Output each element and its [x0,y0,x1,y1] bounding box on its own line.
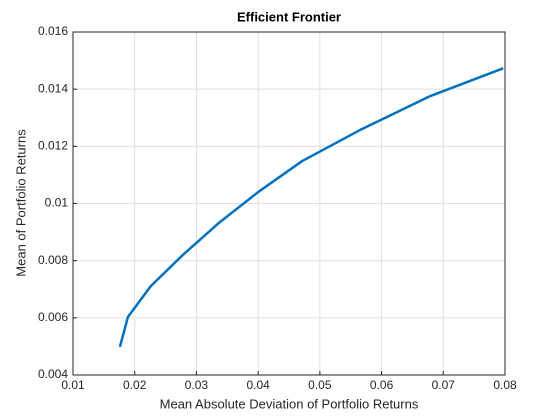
line [118,67,504,348]
y-tick-label: 0.006 [38,310,68,324]
x-tick-label: 0.05 [308,378,332,392]
y-axis-label: Mean of Portfolio Returns [13,129,28,277]
y-tick-label: 0.014 [38,81,68,95]
y-tick-label: 0.004 [38,367,68,381]
x-tick-label: 0.08 [493,378,517,392]
x-tick-label: 0.01 [61,378,85,392]
grid [72,31,506,376]
x-tick-label: 0.02 [123,378,147,392]
x-tick-label: 0.04 [246,378,270,392]
x-tick-label: 0.07 [432,378,456,392]
y-tick-label: 0.012 [38,139,68,153]
x-axis-label: Mean Absolute Deviation of Portfolio Ret… [160,396,419,411]
x-tick-label: 0.03 [185,378,209,392]
y-tick-label: 0.008 [38,253,68,267]
x-tick-label: 0.06 [370,378,394,392]
chart-title: Efficient Frontier [237,9,341,24]
plot-area [118,67,504,348]
y-tick-label: 0.016 [38,24,68,38]
y-tick-label: 0.01 [45,196,69,210]
